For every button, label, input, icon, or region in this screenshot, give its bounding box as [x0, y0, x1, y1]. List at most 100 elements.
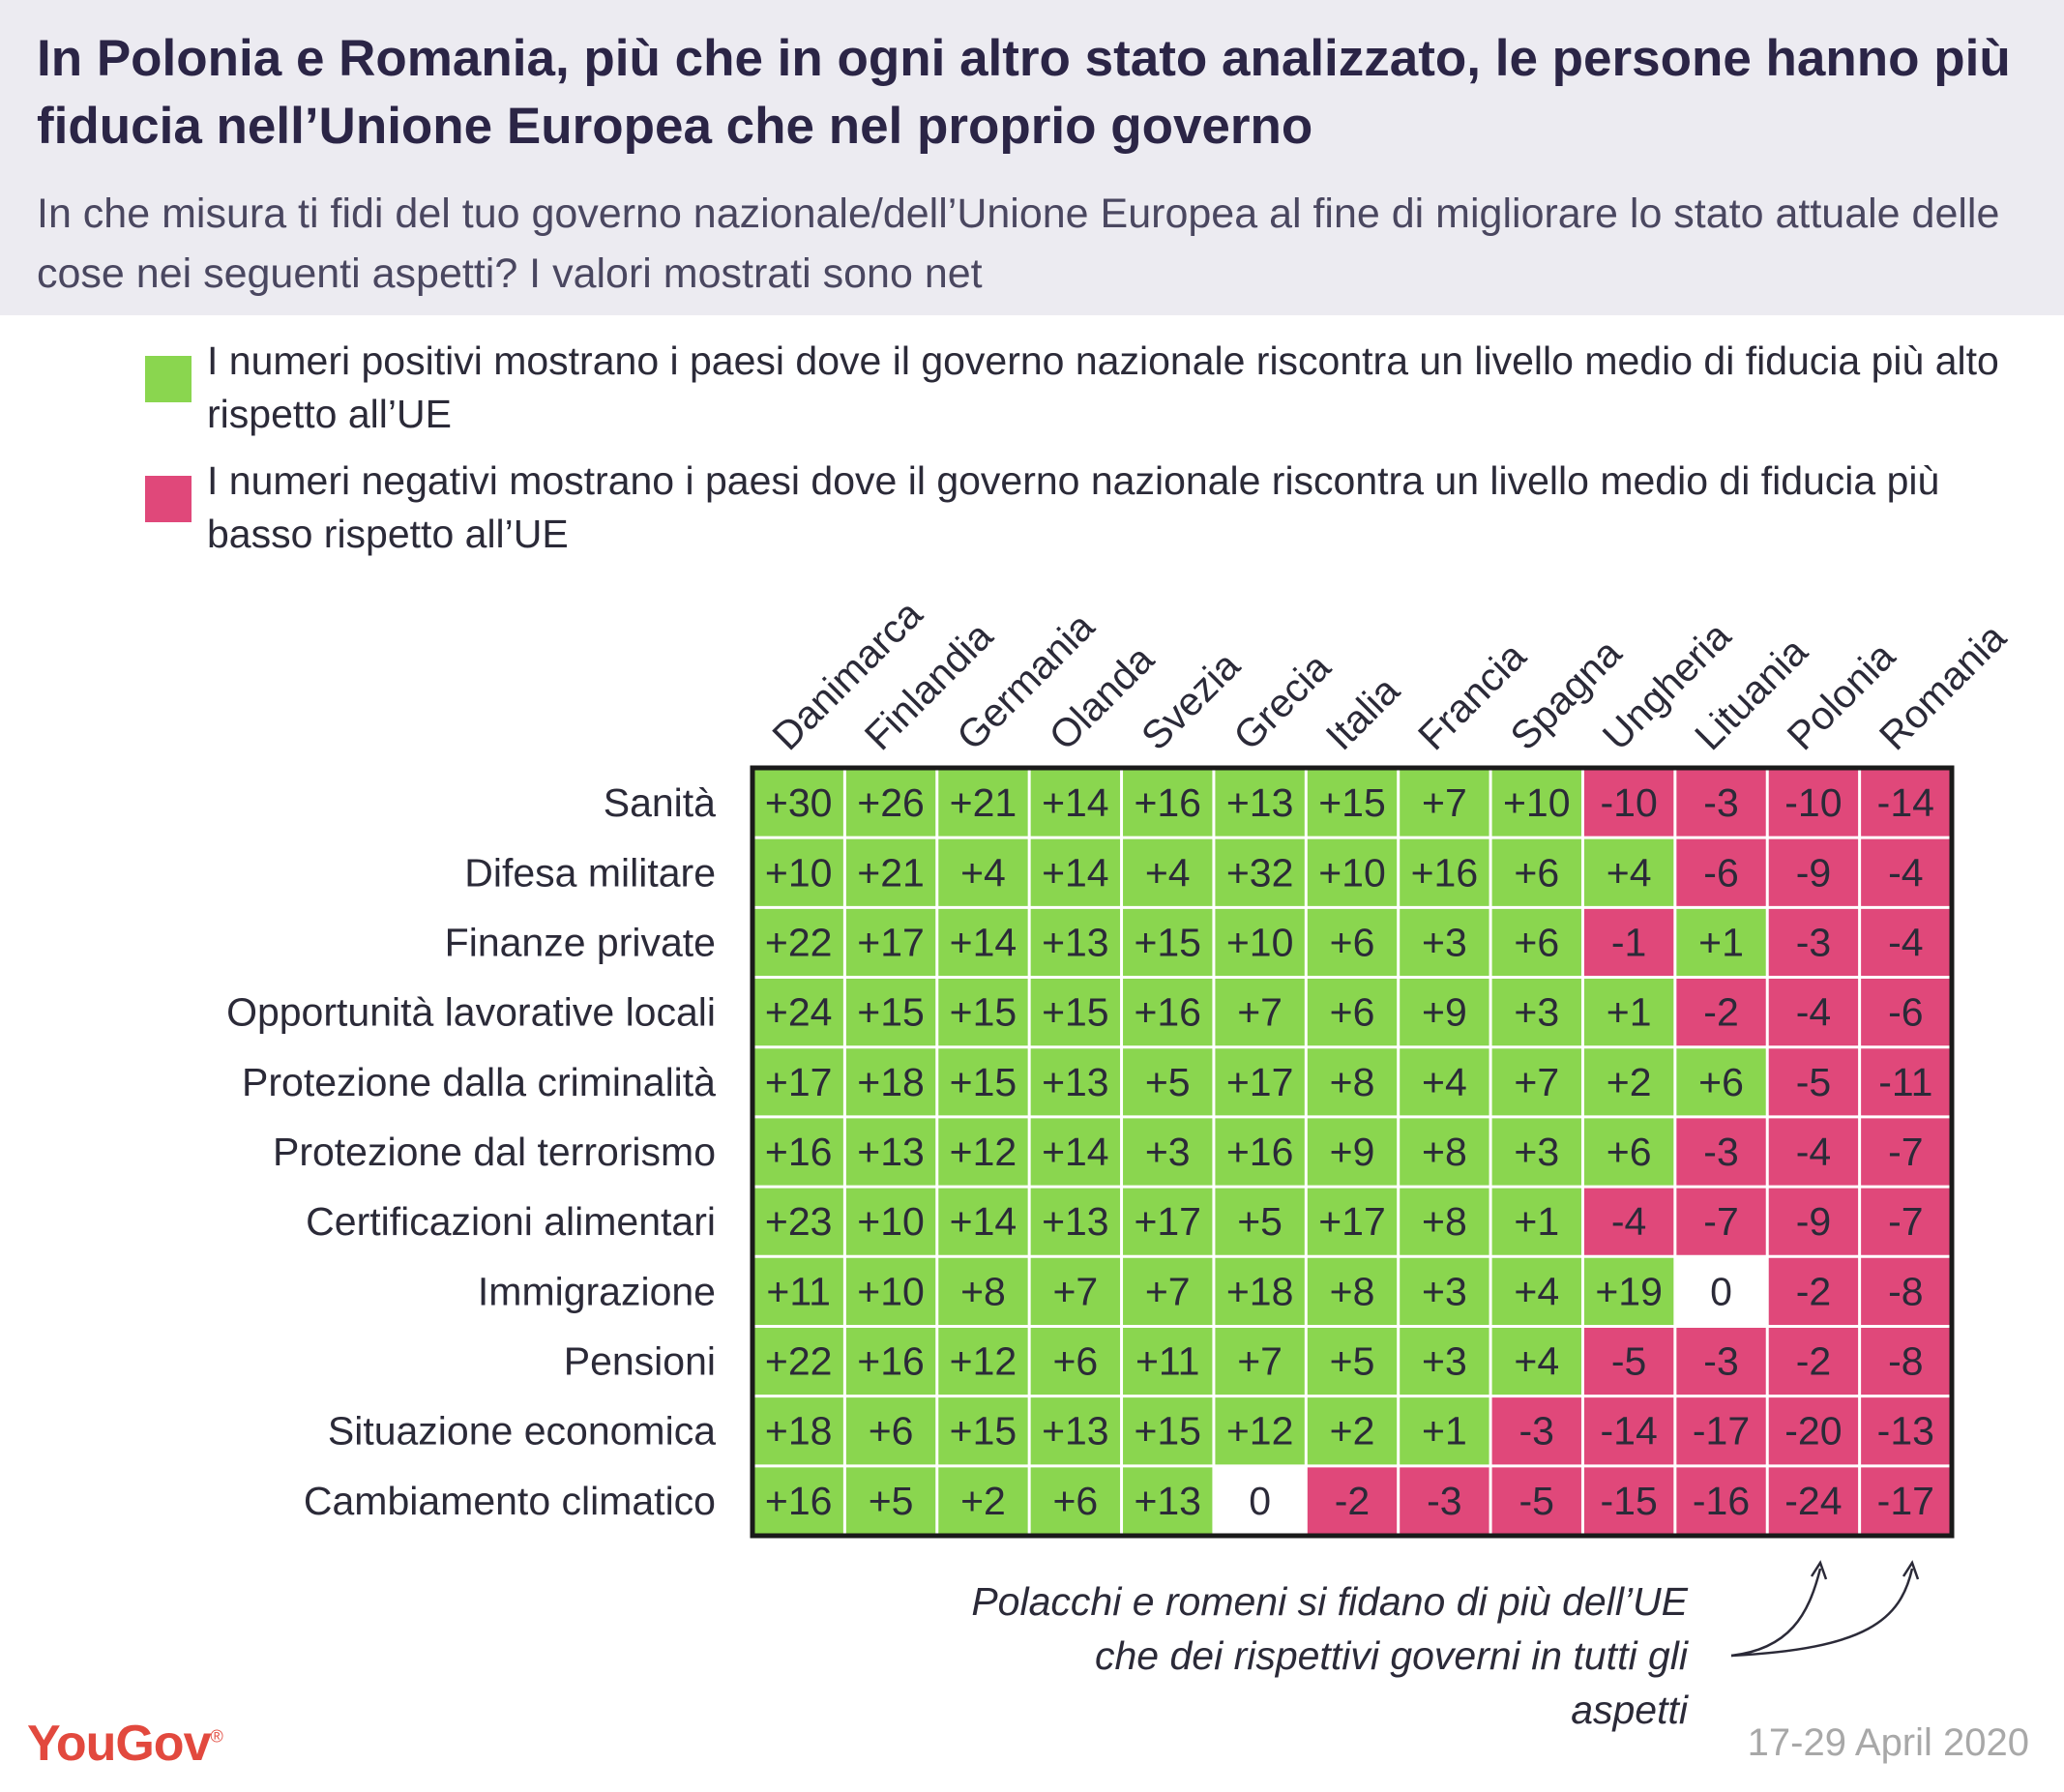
cell-cambiamento-climatico-grecia: [1213, 1465, 1307, 1536]
cell-value-label: -7: [1888, 1130, 1923, 1174]
cell-value-label: +13: [1134, 1479, 1201, 1523]
cell-difesa-militare-germania: [936, 837, 1030, 908]
cell-cambiamento-climatico-ungheria: [1582, 1465, 1675, 1536]
cell-value-label: +6: [1052, 1339, 1098, 1384]
cell-opportunita-lavorative-locali-ungheria: [1582, 977, 1675, 1047]
cell-opportunita-lavorative-locali-svezia: [1121, 977, 1214, 1047]
cell-value-label: +10: [857, 1199, 925, 1244]
cell-value-label: +6: [1052, 1479, 1098, 1523]
cell-value-label: 0: [1710, 1269, 1732, 1313]
cell-value-label: +8: [1422, 1199, 1467, 1244]
cell-finanze-private-italia: [1306, 907, 1399, 978]
cell-opportunita-lavorative-locali-germania: [936, 977, 1030, 1047]
cell-difesa-militare-grecia: [1213, 837, 1307, 908]
cell-cambiamento-climatico-olanda: [1029, 1465, 1122, 1536]
cell-value-label: +4: [1607, 850, 1652, 895]
cell-certificazioni-alimentari-lituania: [1674, 1187, 1768, 1257]
cell-value-label: -5: [1796, 1060, 1831, 1104]
cell-value-label: -7: [1703, 1199, 1738, 1244]
cell-value-label: +3: [1422, 920, 1467, 964]
heatmap-cells: +30 +26 +21 +14 +16 +13 +15 +7 +10 -10 -3 -10 -14+10…: [752, 768, 1952, 1536]
cell-value-label: +3: [1145, 1130, 1191, 1174]
cell-value-label: +18: [857, 1060, 925, 1104]
cell-sanita-spagna: [1490, 768, 1583, 838]
cell-pensioni-finlandia: [844, 1326, 937, 1396]
cell-value-label: +13: [1226, 780, 1294, 825]
cell-immigrazione-romania: [1859, 1256, 1952, 1327]
cell-value-label: +19: [1595, 1269, 1663, 1313]
cell-sanita-danimarca: [752, 768, 845, 838]
cell-situazione-economica-italia: [1306, 1395, 1399, 1466]
cell-immigrazione-danimarca: [752, 1256, 845, 1327]
cell-value-label: +18: [1226, 1269, 1294, 1313]
cell-value-label: +1: [1422, 1409, 1467, 1454]
cell-protezione-dalla-criminalita-italia: [1306, 1046, 1399, 1117]
row-label-cambiamento-climatico: Cambiamento climatico: [304, 1479, 716, 1523]
cell-value-label: +1: [1514, 1199, 1559, 1244]
cell-value-label: +13: [1042, 1199, 1109, 1244]
cell-cambiamento-climatico-danimarca: [752, 1465, 845, 1536]
cell-value-label: -4: [1888, 850, 1923, 895]
yougov-logo: YouGov®: [27, 1715, 223, 1773]
cell-value-label: +17: [765, 1060, 833, 1104]
cell-value-label: +6: [1514, 920, 1559, 964]
cell-value-label: +7: [1145, 1269, 1191, 1313]
cell-sanita-ungheria: [1582, 768, 1675, 838]
cell-value-label: +23: [765, 1199, 833, 1244]
cell-cambiamento-climatico-svezia: [1121, 1465, 1214, 1536]
cell-cambiamento-climatico-polonia: [1767, 1465, 1860, 1536]
cell-situazione-economica-svezia: [1121, 1395, 1214, 1466]
chart-subtitle: In che misura ti fidi del tuo governo na…: [37, 191, 2000, 297]
cell-value-label: -3: [1703, 1339, 1738, 1384]
cell-value-label: +14: [1042, 780, 1109, 825]
cell-value-label: +8: [960, 1269, 1006, 1313]
row-label-protezione-dal-terrorismo: Protezione dal terrorismo: [273, 1130, 716, 1174]
cell-value-label: -6: [1703, 850, 1738, 895]
cell-protezione-dalla-criminalita-finlandia: [844, 1046, 937, 1117]
cell-protezione-dalla-criminalita-svezia: [1121, 1046, 1214, 1117]
cell-cambiamento-climatico-germania: [936, 1465, 1030, 1536]
cell-certificazioni-alimentari-italia: [1306, 1187, 1399, 1257]
survey-date: 17-29 April 2020: [1747, 1721, 2029, 1764]
cell-finanze-private-francia: [1398, 907, 1491, 978]
cell-sanita-polonia: [1767, 768, 1860, 838]
cell-value-label: +30: [765, 780, 833, 825]
annotation-arrowhead-polonia: [1810, 1560, 1828, 1580]
cell-sanita-germania: [936, 768, 1030, 838]
cell-finanze-private-grecia: [1213, 907, 1307, 978]
column-label-romania: Romania: [1871, 615, 2015, 759]
cell-protezione-dalla-criminalita-danimarca: [752, 1046, 845, 1117]
cell-value-label: -16: [1693, 1479, 1750, 1523]
cell-value-label: +5: [1330, 1339, 1375, 1384]
cell-immigrazione-lituania: [1674, 1256, 1768, 1327]
cell-value-label: +10: [765, 850, 833, 895]
cell-opportunita-lavorative-locali-romania: [1859, 977, 1952, 1047]
cell-value-label: -8: [1888, 1269, 1923, 1313]
cell-value-label: +4: [1514, 1269, 1559, 1313]
cell-value-label: -6: [1888, 990, 1923, 1035]
cell-immigrazione-olanda: [1029, 1256, 1122, 1327]
cell-value-label: +9: [1422, 990, 1467, 1035]
cell-value-label: +2: [1330, 1409, 1375, 1454]
cell-difesa-militare-francia: [1398, 837, 1491, 908]
cell-value-label: +13: [1042, 1409, 1109, 1454]
cell-pensioni-lituania: [1674, 1326, 1768, 1396]
brand-registered-mark: ®: [210, 1726, 222, 1747]
cell-protezione-dal-terrorismo-italia: [1306, 1116, 1399, 1188]
cell-value-label: +21: [857, 850, 925, 895]
cell-cambiamento-climatico-romania: [1859, 1465, 1952, 1536]
heatmap-frame: [750, 765, 1955, 1539]
cell-value-label: +11: [1135, 1339, 1200, 1384]
cell-value-label: -17: [1693, 1409, 1750, 1454]
annotation-arrowhead-romania: [1902, 1560, 1920, 1580]
cell-certificazioni-alimentari-germania: [936, 1187, 1030, 1257]
cell-value-label: +10: [1226, 920, 1294, 964]
cell-opportunita-lavorative-locali-lituania: [1674, 977, 1768, 1047]
cell-immigrazione-germania: [936, 1256, 1030, 1327]
cell-sanita-olanda: [1029, 768, 1122, 838]
cell-value-label: +16: [765, 1479, 833, 1523]
cell-cambiamento-climatico-italia: [1306, 1465, 1399, 1536]
cell-value-label: +3: [1422, 1269, 1467, 1313]
cell-value-label: +17: [857, 920, 925, 964]
cell-value-label: +22: [765, 920, 833, 964]
